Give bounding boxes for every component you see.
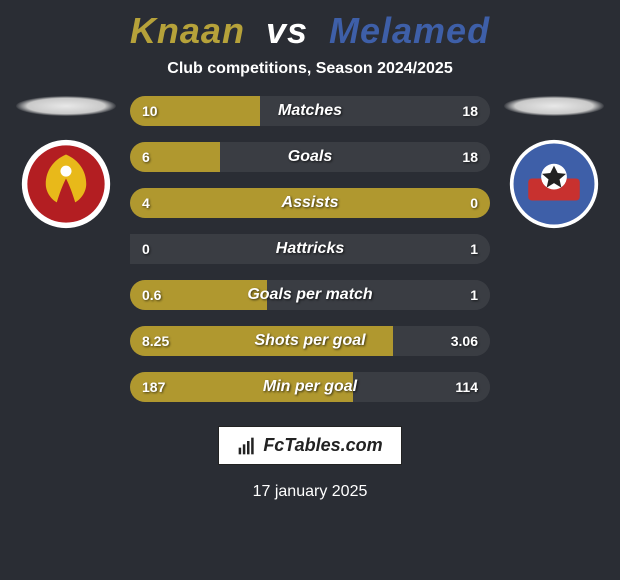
stat-label: Hattricks bbox=[276, 240, 344, 258]
stat-label: Shots per goal bbox=[254, 332, 365, 350]
left-side bbox=[6, 96, 126, 230]
stat-bar: 8.25 3.06 Shots per goal bbox=[130, 326, 490, 356]
club-right-icon bbox=[508, 138, 600, 230]
stat-value-left: 187 bbox=[142, 379, 165, 395]
stat-label: Goals bbox=[288, 148, 332, 166]
stat-bar: 6 18 Goals bbox=[130, 142, 490, 172]
stat-bar: 10 18 Matches bbox=[130, 96, 490, 126]
page-title: Knaan vs Melamed bbox=[0, 10, 620, 52]
comparison-body: 1018Matches618Goals40Assists01Hattricks0… bbox=[0, 96, 620, 402]
club-badge-right bbox=[508, 138, 600, 230]
fill-right bbox=[220, 142, 490, 172]
brand-text: FcTables.com bbox=[263, 435, 382, 456]
chart-icon bbox=[237, 436, 257, 456]
stat-bar: 4 0 Assists bbox=[130, 188, 490, 218]
stat-label: Assists bbox=[282, 194, 339, 212]
comparison-card: Knaan vs Melamed Club competitions, Seas… bbox=[0, 0, 620, 580]
stat-value-right: 3.06 bbox=[451, 333, 478, 349]
player-right-name: Melamed bbox=[329, 10, 490, 51]
vs-text: vs bbox=[266, 10, 308, 51]
footer-date: 17 january 2025 bbox=[0, 483, 620, 501]
stat-bars: 1018Matches618Goals40Assists01Hattricks0… bbox=[126, 96, 494, 402]
stat-value-right: 0 bbox=[470, 195, 478, 211]
footer: FcTables.com 17 january 2025 bbox=[0, 426, 620, 501]
stat-value-left: 0.6 bbox=[142, 287, 161, 303]
stat-value-left: 0 bbox=[142, 241, 150, 257]
stat-value-left: 4 bbox=[142, 195, 150, 211]
stat-value-right: 18 bbox=[462, 149, 478, 165]
stat-value-left: 10 bbox=[142, 103, 158, 119]
stat-value-right: 114 bbox=[455, 379, 478, 395]
player-left-name: Knaan bbox=[130, 10, 245, 51]
stat-value-right: 1 bbox=[470, 287, 478, 303]
brand-badge: FcTables.com bbox=[218, 426, 401, 465]
player-shadow-right bbox=[504, 96, 604, 116]
stat-label: Matches bbox=[278, 102, 342, 120]
stat-label: Goals per match bbox=[247, 286, 372, 304]
subtitle: Club competitions, Season 2024/2025 bbox=[0, 60, 620, 78]
club-badge-left bbox=[20, 138, 112, 230]
club-left-icon bbox=[20, 138, 112, 230]
stat-value-right: 1 bbox=[470, 241, 478, 257]
stat-value-left: 8.25 bbox=[142, 333, 169, 349]
stat-label: Min per goal bbox=[263, 378, 357, 396]
stat-bar: 187 114 Min per goal bbox=[130, 372, 490, 402]
stat-bar: 0.6 1 Goals per match bbox=[130, 280, 490, 310]
stat-value-right: 18 bbox=[462, 103, 478, 119]
right-side bbox=[494, 96, 614, 230]
stat-bar: 0 1 Hattricks bbox=[130, 234, 490, 264]
stat-value-left: 6 bbox=[142, 149, 150, 165]
player-shadow-left bbox=[16, 96, 116, 116]
